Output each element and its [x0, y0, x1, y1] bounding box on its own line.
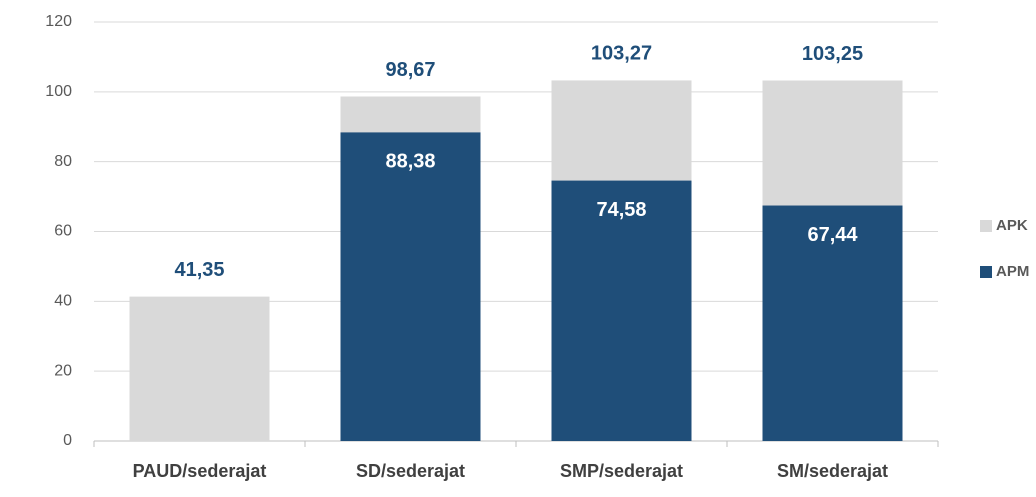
- x-tick-label: SMP/sederajat: [560, 461, 683, 481]
- value-label: 74,58: [596, 199, 646, 221]
- y-tick-label: 80: [54, 153, 72, 170]
- y-tick-label: 0: [63, 432, 72, 449]
- value-label: 67,44: [807, 224, 858, 246]
- bar: [129, 296, 270, 441]
- value-label: 88,38: [385, 151, 435, 173]
- y-tick-label: 40: [54, 293, 72, 310]
- bar: [340, 132, 481, 441]
- bar: [762, 205, 903, 441]
- value-label: 41,35: [174, 259, 224, 281]
- x-tick-label: PAUD/sederajat: [133, 461, 267, 481]
- legend-swatch: [980, 220, 992, 232]
- bar: [551, 180, 692, 442]
- x-tick-label: SM/sederajat: [777, 461, 888, 481]
- y-tick-label: 100: [45, 83, 72, 100]
- y-tick-label: 120: [45, 13, 72, 30]
- y-tick-label: 60: [54, 223, 72, 240]
- value-label: 103,25: [802, 43, 863, 65]
- legend-swatch: [980, 266, 992, 278]
- legend-label: APM: [996, 263, 1029, 280]
- value-label: 98,67: [385, 59, 435, 81]
- value-label: 103,27: [591, 43, 652, 65]
- legend-label: APK: [996, 217, 1028, 234]
- y-tick-label: 20: [54, 362, 72, 379]
- x-tick-label: SD/sederajat: [356, 461, 465, 481]
